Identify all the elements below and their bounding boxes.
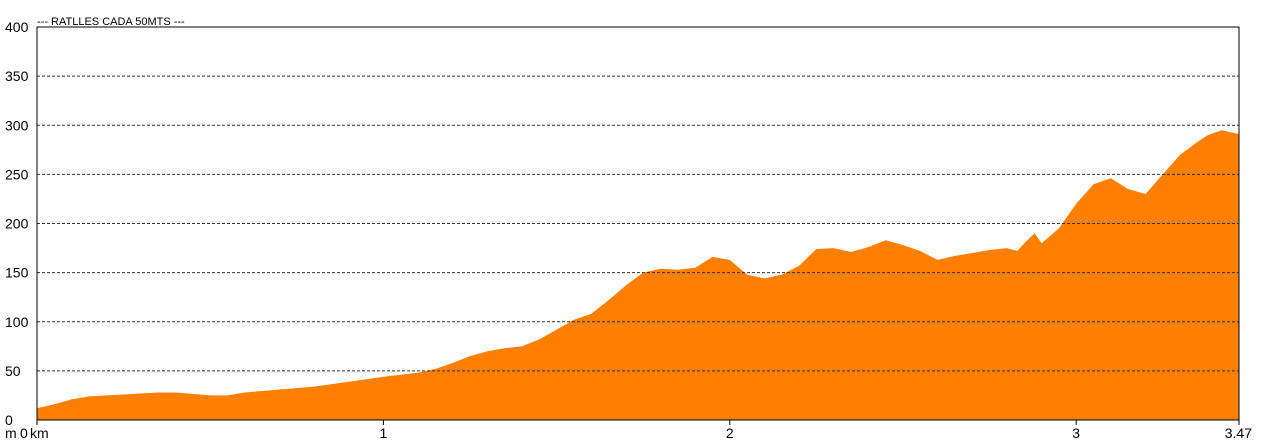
y-tick-label: 100	[5, 314, 29, 330]
y-tick-label: 200	[5, 216, 29, 232]
y-tick-label: 300	[5, 117, 29, 133]
y-tick-label: 150	[5, 265, 29, 281]
plot-frame	[36, 26, 1240, 421]
x-tick-label: 3.47	[1225, 425, 1252, 441]
elevation-area	[37, 130, 1239, 420]
y-tick-label: 0	[5, 412, 13, 428]
x-tick-label: 3	[1072, 425, 1080, 441]
x-tick-label: 0	[20, 425, 28, 441]
chart-title: --- RATLLES CADA 50MTS ---	[37, 16, 185, 28]
y-tick-label: 400	[5, 19, 29, 35]
x-tick-label: 1	[379, 425, 387, 441]
y-tick-label: 350	[5, 68, 29, 84]
x-tick-label: 2	[726, 425, 734, 441]
x-unit-label: km	[30, 425, 49, 441]
y-unit-label: m	[5, 425, 17, 441]
y-tick-label: 250	[5, 166, 29, 182]
y-tick-label: 50	[5, 363, 21, 379]
